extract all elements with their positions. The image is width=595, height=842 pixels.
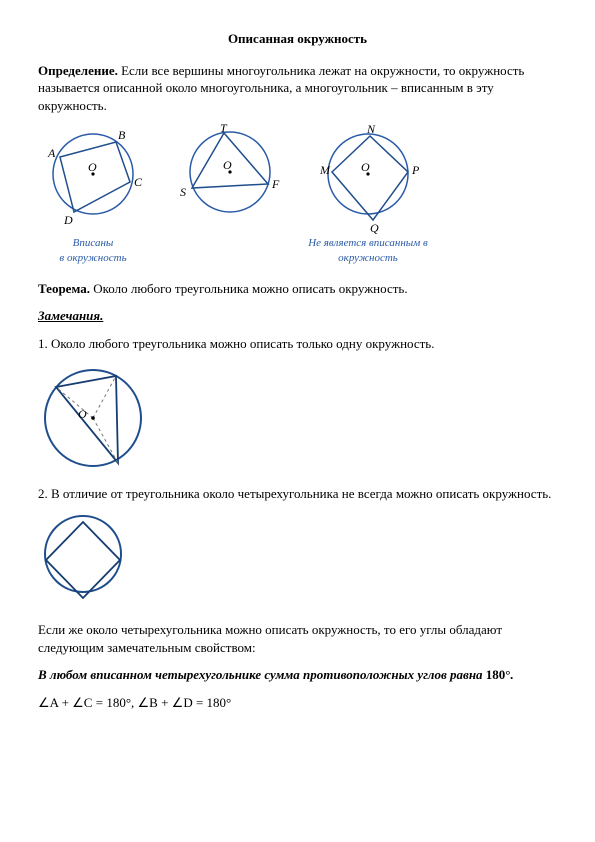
circle (45, 516, 121, 592)
label-q: Q (370, 221, 379, 234)
label-p: P (411, 163, 420, 177)
caption-inscribed: Вписаны в окружность (59, 236, 126, 266)
remark-2: 2. В отличие от треугольника около четыр… (38, 485, 557, 503)
theorem-paragraph: Теорема. Около любого треугольника можно… (38, 280, 557, 298)
property-intro: Если же около четырехугольника можно опи… (38, 621, 557, 656)
figure-quad-not-inscribable (38, 512, 557, 607)
figure-triangle-unique: O (38, 363, 557, 473)
polygon-mnpq (332, 136, 408, 220)
definition-paragraph: Определение. Если все вершины многоуголь… (38, 62, 557, 115)
property-statement-text: В любом вписанном четырехугольнике сумма… (38, 667, 486, 682)
radius-dash-1 (56, 387, 93, 418)
label-c: C (134, 175, 143, 189)
angle-equation: ∠A + ∠C = 180°, ∠B + ∠D = 180° (38, 694, 557, 712)
radius-dash-3 (93, 418, 118, 463)
figures-row: O A B C D Вписаны в окружность O T S F (38, 124, 557, 266)
page: Описанная окружность Определение. Если в… (0, 0, 595, 741)
label-t: T (220, 124, 228, 135)
polygon-abcd (60, 142, 130, 212)
label-f: F (271, 177, 280, 191)
period: . (511, 667, 514, 682)
property-statement: В любом вписанном четырехугольнике сумма… (38, 666, 557, 684)
figure-abcd: O A B C D Вписаны в окружность (38, 124, 148, 266)
remark-1: 1. Около любого треугольника можно описа… (38, 335, 557, 353)
figure-abcd-svg: O A B C D (38, 124, 148, 234)
radius-dash-2 (93, 376, 116, 418)
label-a: A (47, 146, 56, 160)
figure-quad-not-inscribable-svg (38, 512, 133, 607)
figure-stf: O T S F (168, 124, 288, 224)
label-o: O (88, 160, 97, 174)
label-o: O (223, 158, 232, 172)
label-n: N (366, 124, 376, 136)
label-s: S (180, 185, 186, 199)
remarks-title: Замечания. (38, 307, 557, 325)
diamond (46, 522, 120, 598)
figure-mnpq-svg: O M N P Q (308, 124, 428, 234)
label-b: B (118, 128, 126, 142)
theorem-text: Около любого треугольника можно описать … (90, 281, 408, 296)
label-m: M (319, 163, 331, 177)
deg180: 180° (486, 667, 511, 682)
label-o: O (78, 407, 87, 421)
caption-not-inscribed: Не является вписанным в окружность (308, 236, 428, 266)
figure-triangle-unique-svg: O (38, 363, 158, 473)
center-dot (91, 416, 95, 420)
label-d: D (63, 213, 73, 227)
definition-lead: Определение. (38, 63, 118, 78)
figure-mnpq: O M N P Q Не является вписанным в окружн… (308, 124, 428, 266)
figure-stf-svg: O T S F (168, 124, 288, 224)
theorem-lead: Теорема. (38, 281, 90, 296)
label-o: O (361, 160, 370, 174)
page-title: Описанная окружность (38, 30, 557, 48)
